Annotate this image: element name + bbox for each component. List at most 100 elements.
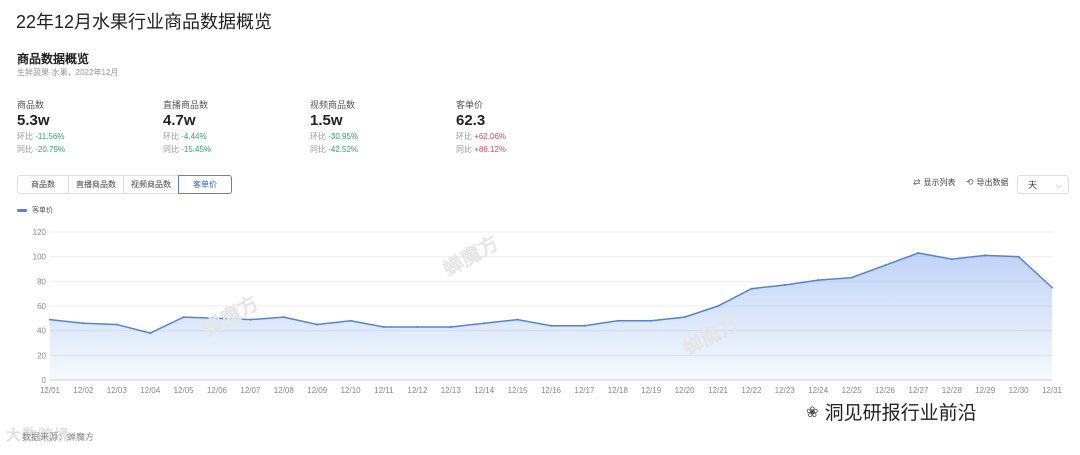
x-tick-label: 12/23 (775, 386, 796, 395)
period-select[interactable]: 天 ⌵ (1017, 175, 1069, 194)
x-tick-label: 12/30 (1009, 386, 1030, 395)
metric-card-avg-price: 客单价 62.3 环比 +62.06% 同比 +86.12% (456, 98, 586, 156)
data-point (349, 319, 352, 322)
export-label: 导出数据 (976, 178, 1009, 187)
mom-label: 环比 (163, 132, 179, 141)
data-point (115, 323, 118, 326)
show-list-label: 显示列表 (923, 178, 956, 187)
metric-value: 5.3w (17, 112, 50, 129)
mom-value: -11.56% (35, 132, 65, 141)
metric-card-video-items: 视频商品数 1.5w 环比 -30.95% 同比 -42.52% (310, 98, 440, 156)
data-point (516, 318, 519, 321)
y-tick-label: 80 (37, 277, 46, 286)
data-point (683, 316, 686, 319)
data-point (449, 325, 452, 328)
data-point (416, 325, 419, 328)
tab-avg-price[interactable]: 客单价 (178, 175, 232, 194)
data-point (817, 279, 820, 282)
x-tick-label: 12/01 (40, 386, 61, 395)
y-tick-label: 60 (37, 302, 46, 311)
data-point (483, 322, 486, 325)
period-value: 天 (1028, 180, 1038, 190)
swap-icon: ⇄ (913, 177, 921, 187)
series-area (50, 253, 1052, 380)
x-tick-label: 12/12 (407, 386, 428, 395)
mom-label: 环比 (17, 132, 33, 141)
data-point (149, 332, 152, 335)
data-point (249, 318, 252, 321)
yoy-label: 同比 (310, 145, 326, 154)
x-tick-label: 12/27 (908, 386, 929, 395)
data-point (49, 318, 51, 321)
data-point (1017, 255, 1020, 258)
mom-label: 环比 (310, 132, 326, 141)
data-point (750, 287, 753, 290)
yoy-label: 同比 (456, 145, 472, 154)
x-tick-label: 12/19 (641, 386, 662, 395)
show-list-button[interactable]: ⇄ 显示列表 (913, 177, 956, 188)
tab-items[interactable]: 商品数 (17, 175, 68, 194)
x-tick-label: 12/28 (942, 386, 963, 395)
data-point (950, 258, 953, 261)
data-point (216, 317, 218, 320)
x-tick-label: 12/15 (508, 386, 529, 395)
metric-tabs: 商品数 直播商品数 视频商品数 客单价 (17, 175, 232, 194)
export-button[interactable]: ⟲ 导出数据 (966, 177, 1009, 188)
avg-price-chart: 0 20 40 60 80 100 120 12/01 12/02 12/03 12/04 12/0… (33, 228, 1063, 395)
data-point (82, 322, 85, 325)
mom-label: 环比 (456, 132, 472, 141)
x-tick-label: 12/31 (1042, 386, 1063, 395)
chart-legend[interactable]: 客单价 (17, 205, 53, 215)
x-tick-label: 12/24 (808, 386, 829, 395)
metric-label: 直播商品数 (163, 100, 209, 110)
metric-value: 1.5w (310, 112, 343, 129)
yoy-value: -20.79% (35, 145, 66, 154)
data-point (717, 305, 719, 307)
metric-label: 客单价 (456, 100, 484, 110)
yoy-value: -42.52% (328, 145, 359, 154)
metric-value: 62.3 (456, 112, 486, 129)
y-tick-label: 20 (37, 351, 46, 360)
x-tick-label: 12/26 (875, 386, 896, 395)
legend-swatch (17, 208, 27, 212)
yoy-label: 同比 (17, 145, 33, 154)
data-point (316, 323, 319, 326)
footer-brand-left: 大数跨境 (6, 427, 71, 444)
tab-video-items[interactable]: 视频商品数 (123, 175, 178, 194)
mom-value: +62.06% (474, 132, 507, 141)
data-point (884, 264, 886, 267)
x-tick-label: 12/14 (474, 386, 495, 395)
mom-value: -30.95% (328, 132, 359, 141)
metric-label: 商品数 (17, 100, 45, 110)
x-tick-label: 12/09 (307, 386, 328, 395)
data-point (282, 316, 285, 319)
legend-label: 客单价 (32, 207, 53, 214)
data-point (650, 319, 653, 322)
x-tick-label: 12/16 (541, 386, 562, 395)
x-tick-label: 12/17 (574, 386, 595, 395)
x-tick-label: 12/05 (174, 386, 195, 395)
footer-brand-text: 洞见研报行业前沿 (824, 403, 977, 424)
y-tick-label: 120 (33, 228, 47, 237)
x-tick-label: 12/22 (741, 386, 762, 395)
x-tick-label: 12/11 (374, 386, 394, 395)
data-point (917, 251, 920, 254)
x-tick-label: 12/04 (140, 386, 161, 395)
x-tick-label: 12/02 (73, 386, 94, 395)
yoy-label: 同比 (163, 145, 179, 154)
data-point (616, 319, 619, 322)
metric-label: 视频商品数 (310, 100, 356, 110)
y-tick-label: 100 (33, 253, 47, 262)
footer-brand-right: ❀ 洞见研报行业前沿 (806, 398, 977, 425)
data-point (1051, 286, 1053, 289)
yoy-value: -15.45% (181, 145, 212, 154)
tab-live-items[interactable]: 直播商品数 (68, 175, 123, 194)
mom-value: -4.44% (181, 132, 207, 141)
data-point (550, 324, 552, 327)
y-tick-label: 40 (37, 327, 46, 336)
metric-card-live-items: 直播商品数 4.7w 环比 -4.44% 同比 -15.45% (163, 98, 293, 156)
data-point (850, 276, 853, 279)
data-point (182, 316, 185, 319)
page-title: 22年12月水果行业商品数据概览 (16, 12, 273, 32)
yoy-value: +86.12% (474, 145, 507, 154)
